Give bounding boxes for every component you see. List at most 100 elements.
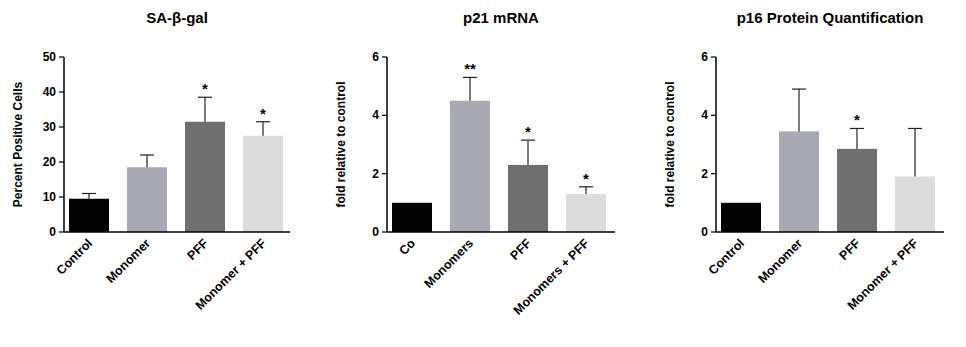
y-tick bbox=[711, 231, 716, 232]
error-bar bbox=[198, 97, 212, 122]
y-tick-label: 10 bbox=[43, 190, 57, 204]
error-bar-stem bbox=[262, 122, 263, 136]
bar bbox=[837, 149, 877, 232]
panel: p16 Protein Quantification fold relative … bbox=[663, 9, 944, 313]
y-tick bbox=[59, 126, 64, 127]
y-axis bbox=[715, 57, 717, 232]
y-tick bbox=[711, 115, 716, 116]
y-tick bbox=[59, 231, 64, 232]
y-tick-label: 0 bbox=[372, 225, 379, 239]
bar bbox=[895, 177, 935, 232]
x-axis bbox=[716, 231, 944, 233]
bar bbox=[127, 167, 167, 232]
x-tick-label: Monomer + PFF bbox=[193, 236, 270, 313]
error-bar bbox=[82, 194, 96, 199]
error-bar-cap bbox=[908, 128, 922, 129]
significance: * bbox=[202, 80, 208, 97]
x-tick-label: Control bbox=[706, 236, 747, 277]
y-tick bbox=[382, 115, 387, 116]
y-tick-label: 20 bbox=[43, 155, 57, 169]
x-tick-label: Monomer bbox=[755, 236, 805, 286]
error-bar bbox=[521, 140, 535, 165]
y-tick-label: 4 bbox=[372, 108, 379, 122]
title: p16 Protein Quantification bbox=[737, 9, 924, 26]
title: p21 mRNA bbox=[463, 9, 539, 26]
y-axis-label: fold relative to control bbox=[663, 81, 677, 207]
error-bar bbox=[908, 128, 922, 176]
error-bar-cap bbox=[792, 88, 806, 89]
x-tick-label: Control bbox=[54, 236, 95, 277]
marks bbox=[721, 89, 935, 232]
significance: ** bbox=[464, 60, 476, 77]
y-tick bbox=[382, 173, 387, 174]
x-tick-label: Monomers bbox=[422, 236, 477, 291]
error-bar bbox=[792, 89, 806, 131]
error-bar-stem bbox=[146, 155, 147, 167]
y-axis-label: fold relative to control bbox=[334, 81, 348, 207]
marks bbox=[392, 77, 606, 232]
error-bar-stem bbox=[914, 128, 915, 176]
x-tick-label: PFF bbox=[185, 236, 212, 263]
y-tick bbox=[382, 56, 387, 57]
error-bar bbox=[256, 122, 270, 136]
significance: * bbox=[260, 105, 266, 122]
error-bar-stem bbox=[469, 77, 470, 100]
y-axis bbox=[63, 57, 65, 232]
error-bar-cap bbox=[82, 193, 96, 194]
y-tick-label: 2 bbox=[372, 167, 379, 181]
y-tick bbox=[711, 173, 716, 174]
marks bbox=[69, 97, 283, 232]
y-tick-label: 6 bbox=[372, 50, 379, 64]
y-tick-label: 0 bbox=[49, 225, 56, 239]
y-tick-label: 40 bbox=[43, 85, 57, 99]
y-axis bbox=[386, 57, 388, 232]
y-tick bbox=[382, 231, 387, 232]
y-tick bbox=[59, 161, 64, 162]
x-tick-label: Co bbox=[396, 236, 418, 258]
y-axis-label: Percent Positive Cells bbox=[11, 81, 25, 207]
y-tick-label: 50 bbox=[43, 50, 57, 64]
x-axis bbox=[387, 231, 615, 233]
y-tick bbox=[59, 91, 64, 92]
panel: SA-β-gal Percent Positive Cells * * 0 10 20 30 4… bbox=[11, 9, 290, 313]
error-bar-cap bbox=[140, 154, 154, 155]
y-tick bbox=[711, 56, 716, 57]
bar bbox=[243, 136, 283, 232]
x-tick-label: PFF bbox=[837, 236, 864, 263]
bar bbox=[450, 101, 490, 232]
error-bar bbox=[463, 77, 477, 100]
significance: * bbox=[583, 170, 589, 187]
error-bar bbox=[579, 187, 593, 194]
y-tick-label: 2 bbox=[701, 167, 708, 181]
error-bar-stem bbox=[585, 187, 586, 194]
y-tick-label: 4 bbox=[701, 108, 708, 122]
bar bbox=[185, 122, 225, 232]
significance: * bbox=[525, 123, 531, 140]
figure: SA-β-galPercent Positive Cells**01020304… bbox=[0, 0, 966, 347]
error-bar-stem bbox=[204, 97, 205, 122]
error-bar-stem bbox=[527, 140, 528, 165]
x-axis bbox=[64, 231, 290, 233]
y-tick bbox=[59, 56, 64, 57]
error-bar-stem bbox=[856, 128, 857, 148]
y-tick-label: 30 bbox=[43, 120, 57, 134]
y-tick bbox=[59, 196, 64, 197]
error-bar bbox=[140, 155, 154, 167]
error-bar-stem bbox=[88, 194, 89, 199]
x-tick-label: PFF bbox=[508, 236, 535, 263]
bar bbox=[566, 194, 606, 232]
panel: p21 mRNAfold relative to control****0246… bbox=[334, 9, 615, 318]
x-tick-label: Monomer + PFF bbox=[845, 236, 922, 313]
error-bar-stem bbox=[798, 89, 799, 131]
bar bbox=[69, 199, 109, 232]
error-bar bbox=[850, 128, 864, 148]
significance: * bbox=[854, 111, 860, 128]
bar bbox=[508, 165, 548, 232]
bar bbox=[392, 203, 432, 232]
title: SA-β-gal bbox=[146, 9, 208, 26]
y-tick-label: 0 bbox=[701, 225, 708, 239]
bar bbox=[721, 203, 761, 232]
x-tick-label: Monomer bbox=[103, 236, 153, 286]
y-tick-label: 6 bbox=[701, 50, 708, 64]
bar bbox=[779, 131, 819, 232]
